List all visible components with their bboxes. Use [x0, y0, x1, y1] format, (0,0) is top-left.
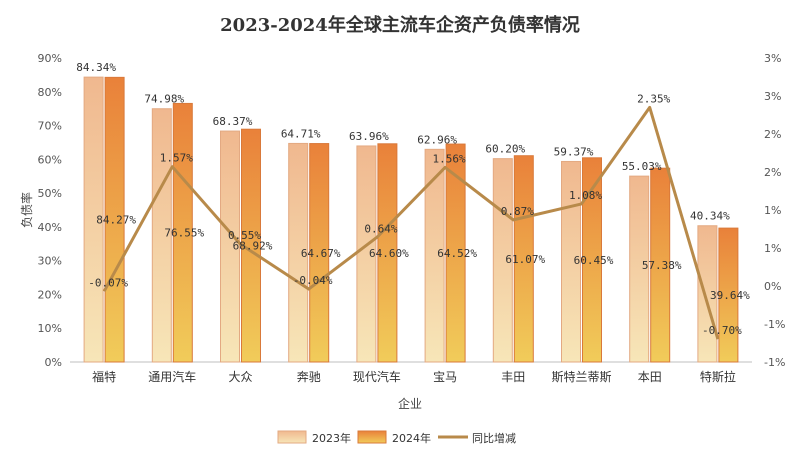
legend-label: 同比增减	[472, 431, 516, 445]
y-left-tick-label: 90%	[38, 52, 62, 65]
data-label-2023: 59.37%	[554, 145, 594, 158]
x-tick-label: 本田	[638, 370, 662, 384]
data-label-yoy: 0.55%	[228, 229, 261, 242]
data-label-2023: 64.71%	[281, 127, 321, 140]
y-right-tick-label: 3%	[764, 52, 781, 65]
legend-label: 2023年	[312, 431, 351, 445]
data-label-2023: 63.96%	[349, 130, 389, 143]
y-left-tick-label: 80%	[38, 86, 62, 99]
data-label-yoy: -0.07%	[88, 276, 128, 289]
data-label-2024: 76.55%	[164, 227, 204, 240]
bar-2024	[513, 155, 534, 363]
data-label-yoy: 1.57%	[160, 152, 193, 165]
bar-2023	[220, 130, 240, 363]
legend-swatch	[357, 430, 387, 444]
data-labels: 84.34% 84.27% -0.07% 74.98% 76.55% 1.57% 68.37…	[76, 61, 750, 337]
bar-2023	[424, 148, 445, 363]
x-tick-label: 大众	[228, 370, 252, 384]
x-tick-label: 通用汽车	[148, 369, 196, 384]
y-left-tick-label: 10%	[38, 322, 62, 335]
line-series	[102, 105, 720, 340]
data-label-2024: 68.92%	[233, 240, 273, 253]
x-tick-label: 宝马	[433, 370, 457, 384]
data-label-2023: 40.34%	[690, 210, 730, 223]
y-right-tick-label: 3%	[764, 90, 781, 103]
y-left-tick-label: 0%	[45, 356, 62, 369]
data-label-2024: 39.64%	[710, 289, 750, 302]
bar-2024	[445, 143, 466, 363]
bar-2024	[377, 143, 398, 363]
x-tick-label: 奔驰	[297, 370, 321, 384]
bar-2024	[650, 167, 671, 363]
data-label-yoy: 0.64%	[364, 222, 397, 235]
data-label-2023: 68.37%	[213, 115, 253, 128]
data-label-2024: 60.45%	[574, 254, 614, 267]
y-right-tick-label: 0%	[764, 280, 781, 293]
y-right-tick-label: 1%	[764, 242, 781, 255]
data-label-yoy: 0.87%	[501, 205, 534, 218]
bar-2024	[172, 102, 193, 363]
y-right-tick-label: 2%	[764, 166, 781, 179]
data-label-yoy: 2.35%	[637, 92, 670, 105]
x-tick-label: 特斯拉	[700, 369, 736, 384]
y-left-tick-label: 40%	[38, 221, 62, 234]
data-label-2023: 55.03%	[622, 160, 662, 173]
x-tick-label: 现代汽车	[353, 369, 401, 384]
data-label-2024: 64.60%	[369, 247, 409, 260]
y-left-tick-label: 70%	[38, 120, 62, 133]
data-label-2023: 84.34%	[76, 61, 116, 74]
bar-2024	[582, 157, 602, 363]
data-label-yoy: -0.04%	[293, 274, 333, 287]
axes: 0% 10% 20% 30% 40% 50% 60% 70% 80% 90% -1% -1% 0% 1% 1…	[38, 52, 786, 384]
bar-2023	[629, 175, 650, 363]
data-label-2024: 84.27%	[96, 214, 136, 227]
y-right-tick-label: 2%	[764, 128, 781, 141]
y-right-tick-label: -1%	[764, 318, 785, 331]
data-label-yoy: 1.08%	[569, 189, 602, 202]
data-label-2024: 64.52%	[437, 247, 477, 260]
data-label-2024: 64.67%	[301, 247, 341, 260]
legend-swatch	[277, 430, 307, 444]
y-left-tick-label: 20%	[38, 288, 62, 301]
y-left-tick-label: 50%	[38, 187, 62, 200]
x-tick-label: 丰田	[501, 370, 525, 384]
data-label-2024: 57.38%	[642, 259, 682, 272]
chart-title: 2023-2024年全球主流车企资产负债率情况	[220, 14, 580, 36]
bar-2023	[697, 225, 718, 363]
data-label-yoy: 1.56%	[433, 152, 466, 165]
y-left-tick-label: 30%	[38, 255, 62, 268]
bar-2024	[309, 143, 330, 363]
bar-2023	[288, 142, 309, 363]
data-label-yoy: -0.70%	[702, 324, 742, 337]
x-tick-label: 福特	[92, 369, 116, 384]
bar-2023	[83, 76, 104, 363]
y-right-tick-label: 1%	[764, 204, 781, 217]
data-label-2023: 74.98%	[144, 93, 184, 106]
bar-2023	[561, 160, 581, 363]
bar-2024	[104, 76, 125, 363]
x-axis-title: 企业	[398, 396, 422, 411]
legend-label: 2024年	[392, 431, 431, 445]
legend: 2023年 2024年 同比增减	[277, 430, 516, 445]
data-label-2023: 62.96%	[417, 133, 457, 146]
bar-2023	[151, 108, 172, 363]
data-label-2023: 60.20%	[485, 143, 525, 156]
y-axis-title: 负债率	[19, 192, 34, 228]
x-tick-label: 斯特兰蒂斯	[551, 369, 611, 384]
bar-2024	[718, 227, 739, 363]
bars	[83, 76, 739, 363]
yoy-change-line	[102, 105, 720, 340]
data-label-2024: 61.07%	[505, 253, 545, 266]
y-right-tick-label: -1%	[764, 356, 785, 369]
y-left-tick-label: 60%	[38, 153, 62, 166]
